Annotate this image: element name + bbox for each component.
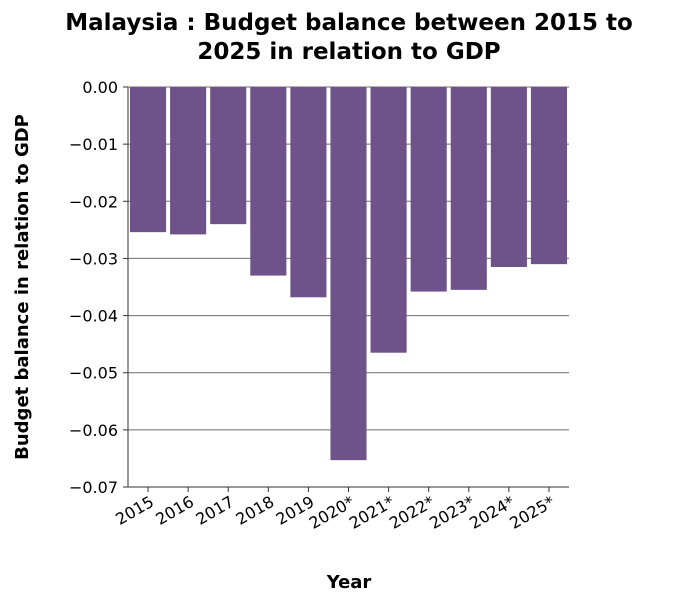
x-tick-label: 2021* (346, 492, 398, 533)
y-tick-label: −0.03 (69, 249, 118, 268)
x-tick-label: 2025* (506, 492, 558, 533)
x-axis-title: Year (326, 572, 372, 593)
bar (410, 87, 447, 292)
x-tick-label: 2022* (386, 492, 438, 533)
y-tick-label: −0.06 (69, 421, 118, 440)
x-tick-label: 2020* (306, 492, 358, 533)
x-tick-label: 2018 (233, 492, 278, 529)
y-tick-label: 0.00 (82, 78, 118, 97)
x-tick-label: 2024* (466, 492, 518, 533)
x-tick-label: 2017 (192, 492, 237, 529)
y-tick-labels: 0.00 −0.01 −0.02 −0.03 −0.04 −0.05 −0.06 −0.07 (69, 78, 128, 497)
y-tick-label: −0.05 (69, 364, 118, 383)
y-tick-label: −0.02 (69, 192, 118, 211)
y-tick-label: −0.07 (69, 478, 118, 497)
x-tick-label: 2015 (112, 492, 157, 529)
bar (530, 87, 567, 265)
bar (170, 87, 207, 235)
bar (370, 87, 407, 353)
x-tick-label: 2016 (152, 492, 197, 529)
x-tick-labels: 201520162017201820192020*2021*2022*2023*… (112, 487, 558, 533)
chart-title-line-2: 2025 in relation to GDP (197, 39, 500, 65)
bar (250, 87, 287, 276)
bars (130, 87, 567, 461)
y-tick-label: −0.04 (69, 307, 118, 326)
bar (490, 87, 527, 267)
x-tick-label: 2023* (426, 492, 478, 533)
bar (210, 87, 247, 225)
bar (450, 87, 487, 290)
bar (130, 87, 167, 233)
y-tick-label: −0.01 (69, 135, 118, 154)
chart-title-line-1: Malaysia : Budget balance between 2015 t… (65, 10, 633, 36)
y-axis-title: Budget balance in relation to GDP (12, 114, 33, 460)
bar (290, 87, 327, 298)
bar (330, 87, 367, 461)
